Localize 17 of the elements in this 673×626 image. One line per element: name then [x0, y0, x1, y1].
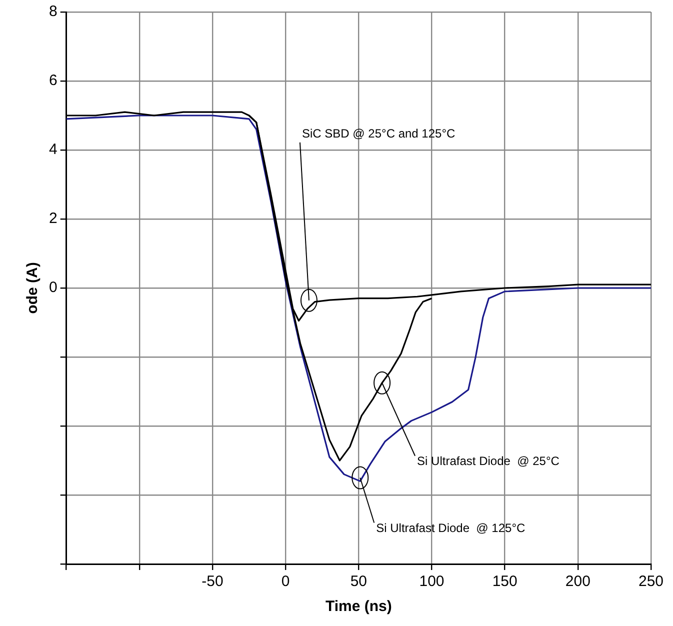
y-tick-label: 0	[49, 279, 58, 296]
x-tick-label: 100	[419, 573, 444, 590]
x-tick-label: -50	[202, 573, 224, 590]
x-tick-label: 250	[638, 573, 664, 590]
annotation: SiC SBD @ 25°C and 125°C	[302, 126, 456, 141]
y-tick-label: 6	[49, 72, 58, 90]
x-tick-label: 0	[281, 573, 290, 590]
x-tick-label: 50	[350, 573, 368, 590]
annotation: Si Ultrafast Diode @ 125°C	[376, 521, 526, 536]
y-axis-title: ode (A)	[24, 262, 42, 314]
y-tick-label: 8	[49, 3, 58, 20]
annotation: Si Ultrafast Diode @ 25°C	[417, 454, 560, 468]
y-tick-label: 4	[49, 141, 58, 158]
y-tick-label: 2	[49, 210, 58, 228]
x-axis-title: Time (ns)	[325, 598, 392, 616]
x-tick-label: 150	[492, 573, 518, 590]
x-tick-label: 200	[565, 573, 590, 590]
